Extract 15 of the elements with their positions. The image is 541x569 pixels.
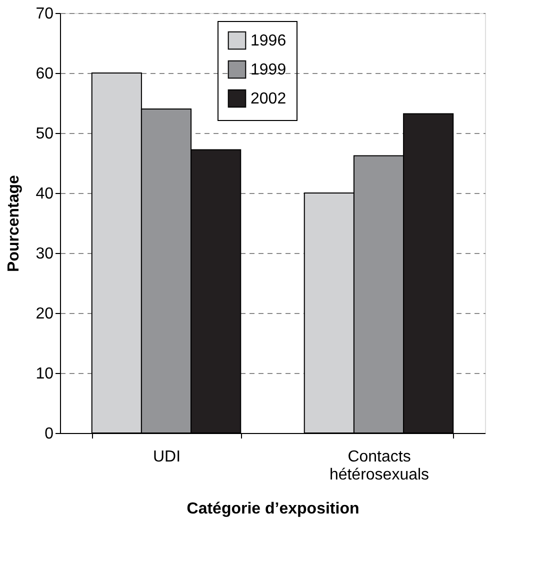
y-tick-label: 40 <box>36 186 54 202</box>
y-tick-label: 70 <box>36 6 54 22</box>
y-tick-label: 60 <box>36 66 54 82</box>
legend-label: 1996 <box>250 32 286 50</box>
y-axis-title: Pourcentage <box>6 174 23 272</box>
y-tick-label: 20 <box>36 306 54 322</box>
legend-label: 2002 <box>250 90 286 108</box>
x-tick-label: UDI <box>152 448 181 466</box>
x-axis-title: Catégorie d’exposition <box>186 500 360 518</box>
y-tick-label: 10 <box>36 366 54 382</box>
x-tick-label: Contacts hétérosexuals <box>329 448 430 484</box>
y-tick-label: 30 <box>36 246 54 262</box>
legend-label: 1999 <box>250 62 286 78</box>
y-tick-label: 50 <box>36 126 54 142</box>
y-tick-label: 0 <box>44 426 54 442</box>
